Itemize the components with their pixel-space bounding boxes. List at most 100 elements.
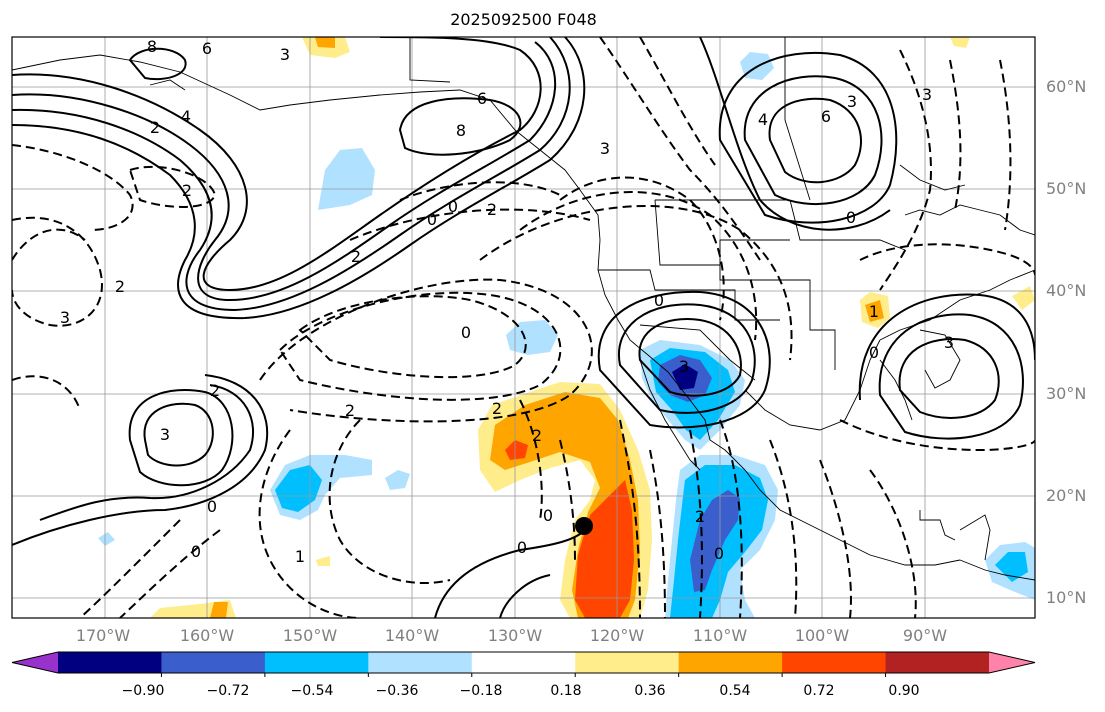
contour-label: 1 (295, 547, 305, 566)
colorbar-bin (678, 652, 783, 673)
map-frame (11, 36, 1036, 619)
contour-label: 2 (345, 401, 355, 420)
colorbar-bin (264, 652, 369, 673)
colorbar-tick-label: −0.36 (375, 683, 419, 699)
lon-label: 100°W (794, 626, 850, 645)
storm-center-marker (575, 517, 593, 535)
colorbar-tick-label: −0.18 (459, 683, 503, 699)
colorbar-bin (161, 652, 266, 673)
colorbar-tick-label: 0.72 (803, 683, 835, 699)
contour-label: 2 (492, 399, 502, 418)
positive-anomaly-region (302, 37, 350, 58)
contour-label: 0 (207, 497, 217, 516)
contour-label: 3 (922, 85, 932, 104)
colorbar-bin (575, 652, 680, 673)
colorbar-tick-label: 0.90 (888, 683, 920, 699)
contour-label: 0 (427, 210, 437, 229)
contour-label: 3 (600, 139, 610, 158)
contour-label: 3 (679, 357, 689, 376)
contour-label: 2 (115, 277, 125, 296)
colorbar-extend-min (12, 652, 58, 673)
contour-label: 0 (517, 538, 527, 557)
lat-label: 60°N (1046, 77, 1087, 96)
lat-label: 40°N (1046, 281, 1087, 300)
contour-label: 0 (714, 544, 724, 563)
negative-anomaly-region (98, 532, 115, 546)
contour-label: 0 (191, 542, 201, 561)
contour-label: 0 (448, 197, 458, 216)
lon-label: 160°W (179, 626, 235, 645)
contour-label: 8 (147, 37, 157, 56)
contour-label: 4 (181, 107, 191, 126)
positive-anomaly-region (865, 300, 884, 322)
contour-label: 2 (487, 200, 497, 219)
colorbar-tick-label: 0.36 (634, 683, 666, 699)
lon-label: 90°W (902, 626, 948, 645)
lat-label: 20°N (1046, 486, 1087, 505)
colorbar-bin (471, 652, 576, 673)
colorbar-tick-label: −0.54 (290, 683, 334, 699)
negative-anomaly-region (995, 552, 1028, 582)
colorbar (11, 651, 1036, 677)
colorbar-bin (885, 652, 990, 673)
contour-label: 0 (543, 506, 553, 525)
contour-label: 2 (150, 118, 160, 137)
contour-label: 3 (160, 425, 170, 444)
lat-label: 50°N (1046, 179, 1087, 198)
lat-label: 30°N (1046, 384, 1087, 403)
contour-label: 6 (202, 39, 212, 58)
contour-label: 4 (758, 110, 768, 129)
lon-label: 170°W (75, 626, 131, 645)
contour-label: 3 (280, 45, 290, 64)
contour-label: 0 (869, 343, 879, 362)
positive-contours (12, 37, 1035, 618)
positive-anomaly-region (950, 37, 970, 48)
contour-label: 2 (351, 247, 361, 266)
colorbar-bin (58, 652, 162, 673)
contour-label: 0 (846, 208, 856, 227)
positive-anomaly-region (210, 602, 228, 618)
contour-label: 1 (869, 302, 879, 321)
colorbar-extend-max (989, 652, 1035, 673)
negative-anomaly-region (318, 148, 375, 210)
lon-label: 150°W (282, 626, 338, 645)
contour-label: 2 (182, 181, 192, 200)
contour-label: 3 (60, 308, 70, 327)
lat-label: 10°N (1046, 588, 1087, 607)
contour-label: 2 (210, 381, 220, 400)
lon-label: 130°W (487, 626, 543, 645)
colorbar-tick-label: −0.90 (121, 683, 165, 699)
contour-label: 6 (477, 89, 487, 108)
negative-anomaly-region (672, 364, 698, 390)
contour-label: 2 (532, 426, 542, 445)
lon-label: 110°W (692, 626, 748, 645)
contour-label: 0 (461, 323, 471, 342)
lon-label: 140°W (384, 626, 440, 645)
colorbar-bin (782, 652, 887, 673)
colorbar-outline (11, 651, 1036, 674)
negative-anomaly-region (690, 490, 740, 592)
negative-contours (12, 37, 1035, 618)
contour-label: 8 (456, 121, 466, 140)
positive-anomaly-region (505, 440, 528, 460)
colorbar-tick-label: −0.72 (206, 683, 250, 699)
negative-anomaly-region (385, 470, 410, 490)
contour-label-layer: 6 8 3 4 2 2 8 6 3 2 0 0 2 3 4 6 3 0 0 3 … (60, 37, 954, 566)
contour-label: 0 (654, 291, 664, 310)
lon-label: 120°W (589, 626, 645, 645)
positive-anomaly-region (1012, 286, 1035, 310)
colorbar-tick-label: 0.18 (550, 683, 582, 699)
contour-label: 2 (695, 507, 705, 526)
coastlines (12, 37, 1035, 581)
colorbar-bin (368, 652, 473, 673)
positive-anomaly-region (316, 556, 330, 566)
colorbar-tick-label: 0.54 (719, 683, 751, 699)
map-title: 2025092500 F048 (450, 10, 597, 29)
positive-anomaly-region (575, 480, 634, 618)
negative-anomaly-region (506, 320, 558, 355)
positive-anomaly-region (315, 37, 335, 48)
contour-label: 6 (821, 107, 831, 126)
contour-label: 3 (847, 92, 857, 111)
contour-label: 3 (944, 333, 954, 352)
